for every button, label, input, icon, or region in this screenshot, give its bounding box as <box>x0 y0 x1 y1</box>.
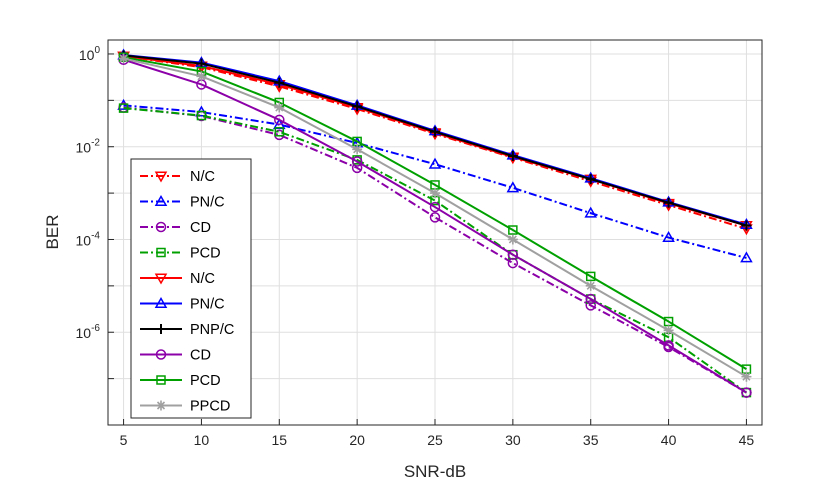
y-tick-label: 10-4 <box>76 230 101 248</box>
data-point <box>741 220 752 231</box>
legend-label: PN/C <box>190 195 225 211</box>
data-point <box>663 340 674 351</box>
x-tick-label: 25 <box>427 432 443 448</box>
data-point <box>118 53 129 64</box>
data-point <box>430 188 440 199</box>
x-tick-label: 15 <box>271 432 287 448</box>
legend-label: PCD <box>190 373 221 389</box>
legend-entry: CD <box>140 348 211 364</box>
legend-label: CD <box>190 348 211 364</box>
y-tick-label: 100 <box>79 45 101 63</box>
legend-entry: N/C <box>140 169 215 185</box>
data-point <box>352 144 363 155</box>
y-tick-exponent: -2 <box>91 138 100 149</box>
legend-marker <box>156 324 166 334</box>
data-point <box>506 181 520 193</box>
legend-entry: CD <box>140 220 211 236</box>
data-point <box>274 127 285 137</box>
legend-entry: PN/C <box>140 195 225 211</box>
x-tick-label: 30 <box>505 432 521 448</box>
data-point <box>274 114 285 126</box>
legend-label: N/C <box>190 169 215 185</box>
legend-marker <box>156 375 166 385</box>
legend-label: CD <box>190 220 211 236</box>
series-layer <box>117 48 753 398</box>
legend-label: PCD <box>190 246 221 262</box>
x-tick-label: 35 <box>583 432 599 448</box>
legend-label: PPCD <box>190 399 230 415</box>
data-point <box>428 157 442 169</box>
data-point <box>662 231 675 243</box>
series-line <box>123 58 747 394</box>
data-point <box>507 151 518 162</box>
legend-marker <box>154 171 168 183</box>
data-point <box>196 110 207 121</box>
data-point <box>507 249 519 260</box>
y-tick-base: 10 <box>79 47 95 63</box>
legend-marker <box>155 221 167 233</box>
x-tick-label: 10 <box>194 432 210 448</box>
data-point <box>507 234 518 245</box>
y-tick-base: 10 <box>76 232 92 248</box>
data-point <box>585 174 596 185</box>
data-point <box>585 293 596 305</box>
x-tick-label: 40 <box>661 432 677 448</box>
y-tick-exponent: -4 <box>91 230 100 241</box>
x-tick-label: 20 <box>349 432 365 448</box>
data-point <box>663 325 674 336</box>
legend-marker <box>156 247 166 258</box>
legend-marker <box>154 296 168 308</box>
data-point <box>585 280 596 291</box>
y-tick-label: 10-2 <box>76 138 101 156</box>
series-line <box>123 106 747 394</box>
data-point <box>585 271 596 282</box>
legend: N/C PN/C CD PCD N/C PN/C PNP/C CD PCD PPCD <box>130 158 252 419</box>
data-point <box>352 101 363 112</box>
y-tick-exponent: -6 <box>91 323 100 334</box>
data-point <box>663 197 674 208</box>
data-point <box>351 156 363 167</box>
data-point <box>196 71 207 82</box>
data-point <box>741 371 752 382</box>
data-point <box>274 102 285 113</box>
legend-label: PN/C <box>190 297 225 313</box>
legend-marker <box>154 273 168 285</box>
legend-entry: PCD <box>140 246 221 262</box>
series-9-ppcd <box>118 53 752 382</box>
data-point <box>274 77 285 88</box>
legend-marker <box>154 194 168 206</box>
y-axis-label: BER <box>43 215 62 250</box>
x-axis-label: SNR-dB <box>404 462 466 481</box>
legend-label: PNP/C <box>190 322 234 338</box>
series-line <box>123 56 747 371</box>
data-point <box>584 206 598 218</box>
y-tick-base: 10 <box>76 325 92 341</box>
y-tick-label: 10-6 <box>76 323 101 341</box>
legend-entry: PNP/C <box>140 322 234 338</box>
legend-label: N/C <box>190 271 215 287</box>
data-point <box>118 103 129 113</box>
legend-entry: PPCD <box>140 399 230 415</box>
data-point <box>585 300 596 311</box>
legend-entry: N/C <box>140 271 215 287</box>
x-axis-ticks: 5 10 15 20 25 30 35 40 45 <box>120 419 755 448</box>
legend-entry: PCD <box>140 373 221 389</box>
data-point <box>429 212 441 223</box>
series-line <box>123 104 747 259</box>
data-point <box>429 201 441 213</box>
legend-marker <box>155 349 167 360</box>
legend-marker <box>156 400 166 411</box>
y-tick-base: 10 <box>76 140 92 156</box>
y-tick-exponent: 0 <box>94 45 100 56</box>
data-point <box>430 126 440 137</box>
data-point <box>508 225 518 235</box>
data-point <box>741 387 752 398</box>
legend-entry: PN/C <box>140 297 225 313</box>
data-point <box>740 251 753 263</box>
x-tick-label: 45 <box>739 432 755 448</box>
x-tick-label: 5 <box>120 432 128 448</box>
